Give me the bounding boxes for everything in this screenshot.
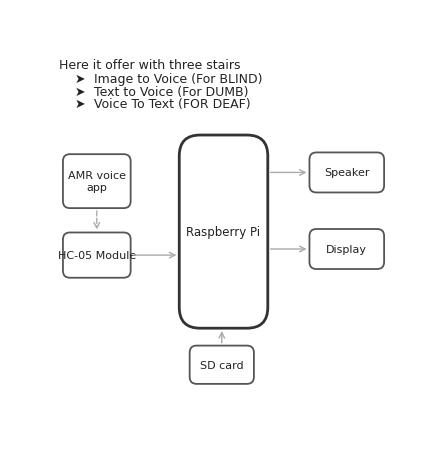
Text: Display: Display xyxy=(326,244,367,254)
Text: SD card: SD card xyxy=(200,360,244,370)
FancyBboxPatch shape xyxy=(63,233,131,278)
Text: ➤: ➤ xyxy=(75,97,86,110)
FancyBboxPatch shape xyxy=(310,153,384,193)
Text: AMR voice
app: AMR voice app xyxy=(68,171,126,193)
Text: ➤: ➤ xyxy=(75,73,86,86)
FancyBboxPatch shape xyxy=(190,346,254,384)
FancyBboxPatch shape xyxy=(63,155,131,209)
Text: Voice To Text (FOR DEAF): Voice To Text (FOR DEAF) xyxy=(94,97,251,110)
Text: HC-05 Module: HC-05 Module xyxy=(58,251,136,261)
FancyBboxPatch shape xyxy=(310,230,384,269)
Text: Raspberry Pi: Raspberry Pi xyxy=(186,226,261,239)
Text: Speaker: Speaker xyxy=(324,168,370,178)
Text: Image to Voice (For BLIND): Image to Voice (For BLIND) xyxy=(94,73,263,86)
Text: Here it offer with three stairs: Here it offer with three stairs xyxy=(60,60,241,72)
Text: ➤: ➤ xyxy=(75,85,86,98)
Text: Text to Voice (For DUMB): Text to Voice (For DUMB) xyxy=(94,85,249,98)
FancyBboxPatch shape xyxy=(179,136,268,328)
